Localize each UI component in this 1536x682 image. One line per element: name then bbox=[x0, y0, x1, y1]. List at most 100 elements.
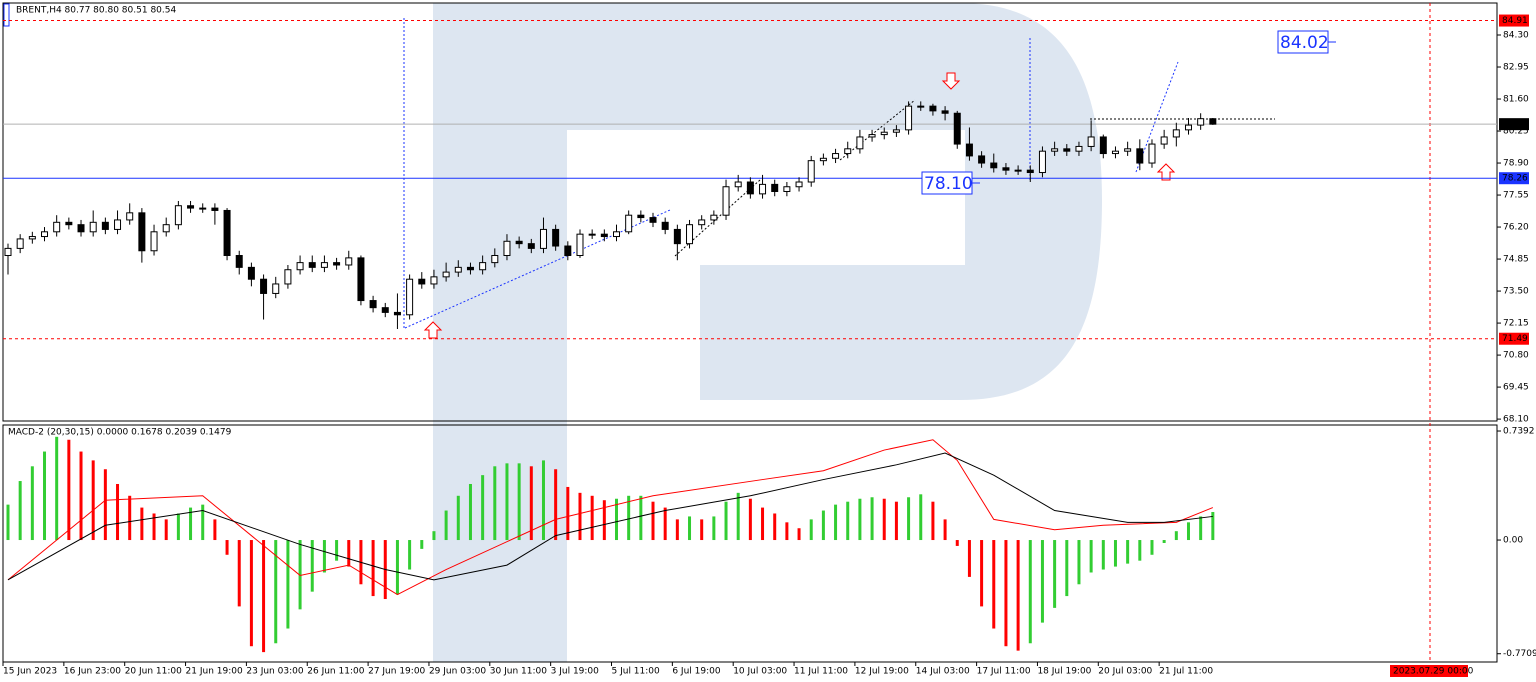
candle-body bbox=[16, 238, 24, 249]
histogram-bar bbox=[176, 513, 180, 541]
candle-body bbox=[552, 228, 560, 247]
y-tick-label: 74.85 bbox=[1503, 255, 1529, 265]
x-tick-label: 3 Jul 19:00 bbox=[551, 667, 600, 677]
x-tick-label: 11 Jul 11:00 bbox=[794, 667, 848, 677]
candle-body bbox=[1124, 148, 1132, 152]
histogram-bar bbox=[286, 540, 290, 629]
histogram-bar bbox=[103, 469, 107, 541]
histogram-bar bbox=[870, 497, 874, 541]
candle-body bbox=[795, 181, 803, 188]
candle-body bbox=[235, 255, 243, 268]
histogram-bar bbox=[395, 540, 399, 595]
candle-body bbox=[393, 311, 401, 316]
candle-body bbox=[734, 181, 742, 188]
histogram-bar bbox=[225, 540, 229, 555]
histogram-bar bbox=[468, 483, 472, 541]
candle-body bbox=[1075, 145, 1083, 152]
level-label-box bbox=[1499, 332, 1529, 345]
level-label: 71.49 bbox=[1502, 334, 1528, 344]
chart-shift-marker bbox=[3, 3, 10, 27]
histogram-bar bbox=[1211, 512, 1215, 541]
histogram-bar bbox=[1162, 540, 1166, 543]
candle-body bbox=[978, 155, 986, 164]
histogram-bar bbox=[481, 475, 485, 541]
candle-body bbox=[698, 219, 706, 226]
candle-body bbox=[260, 278, 268, 294]
candle-body bbox=[223, 209, 231, 257]
candle-body bbox=[479, 262, 487, 271]
histogram-bar bbox=[91, 460, 95, 541]
candle-body bbox=[1172, 129, 1180, 138]
candle-body bbox=[89, 221, 97, 233]
histogram-bar bbox=[505, 463, 509, 541]
x-tick-label: 5 Jul 11:00 bbox=[612, 667, 661, 677]
candle-body bbox=[187, 205, 195, 209]
histogram-bar bbox=[432, 531, 436, 541]
y-tick-label: 0.7392 bbox=[1503, 427, 1535, 437]
candle-body bbox=[686, 224, 694, 245]
histogram-bar bbox=[846, 501, 850, 541]
histogram-bar bbox=[116, 483, 120, 541]
histogram-bar bbox=[371, 540, 375, 597]
candle-body bbox=[600, 233, 608, 238]
x-tick-label: 16 Jun 23:00 bbox=[64, 667, 121, 677]
histogram-bar bbox=[43, 451, 47, 541]
candle-body bbox=[138, 212, 146, 252]
candle-body bbox=[247, 266, 255, 280]
candle-body bbox=[856, 136, 864, 150]
indicator-title: MACD-2 (20,30,15) 0.0000 0.1678 0.2039 0… bbox=[8, 428, 232, 438]
histogram-bar bbox=[237, 540, 241, 607]
histogram-bar bbox=[408, 540, 412, 570]
candle-body bbox=[941, 110, 949, 114]
level-label-box bbox=[1499, 118, 1529, 131]
candle-body bbox=[345, 257, 353, 266]
x-tick-label: 27 Jun 19:00 bbox=[368, 667, 425, 677]
histogram-bar bbox=[761, 507, 765, 541]
y-tick-label: 0.00 bbox=[1503, 536, 1523, 546]
candle-body bbox=[1197, 118, 1205, 126]
candle-body bbox=[539, 228, 547, 249]
y-tick-label: 69.45 bbox=[1503, 383, 1529, 393]
histogram-bar bbox=[444, 510, 448, 541]
histogram-bar bbox=[310, 540, 314, 592]
candle-body bbox=[41, 231, 49, 238]
histogram-bar bbox=[688, 516, 692, 541]
x-tick-label: 20 Jun 11:00 bbox=[125, 667, 182, 677]
candle-body bbox=[771, 183, 779, 192]
histogram-bar bbox=[322, 540, 326, 573]
histogram-bar bbox=[809, 519, 813, 541]
x-tick-label: 10 Jul 03:00 bbox=[733, 667, 787, 677]
histogram-bar bbox=[858, 498, 862, 541]
candle-body bbox=[454, 266, 462, 273]
histogram-bar bbox=[1016, 540, 1020, 651]
chart-title: BRENT,H4 80.77 80.80 80.51 80.54 bbox=[16, 6, 176, 16]
histogram-bar bbox=[639, 495, 643, 541]
candle-body bbox=[381, 307, 389, 313]
histogram-bar bbox=[675, 519, 679, 541]
candle-body bbox=[1038, 150, 1046, 174]
candle-body bbox=[150, 231, 158, 252]
candle-body bbox=[746, 181, 754, 195]
candle-body bbox=[442, 271, 450, 278]
histogram-bar bbox=[1101, 540, 1105, 570]
candle-body bbox=[564, 245, 572, 257]
annotation: 78.10 bbox=[924, 174, 973, 194]
x-tick-label: 23 Jun 03:00 bbox=[246, 667, 303, 677]
candle-body bbox=[284, 269, 292, 285]
y-tick-label: 82.95 bbox=[1503, 63, 1529, 73]
candle-body bbox=[418, 278, 426, 285]
time-marker: 2023.07.29 00:00 bbox=[1393, 667, 1474, 677]
x-tick-label: 21 Jun 19:00 bbox=[186, 667, 243, 677]
histogram-bar bbox=[1053, 540, 1057, 608]
helper-lines bbox=[674, 99, 1275, 257]
candle-body bbox=[1002, 167, 1010, 171]
histogram-bar bbox=[578, 492, 582, 541]
time-marker-box bbox=[1390, 665, 1468, 677]
candle-body bbox=[491, 255, 499, 264]
candle-body bbox=[430, 276, 438, 285]
histogram-bar bbox=[1138, 540, 1142, 561]
candle-body bbox=[1014, 169, 1022, 172]
histogram-bar bbox=[773, 513, 777, 541]
histogram-bar bbox=[663, 507, 667, 541]
